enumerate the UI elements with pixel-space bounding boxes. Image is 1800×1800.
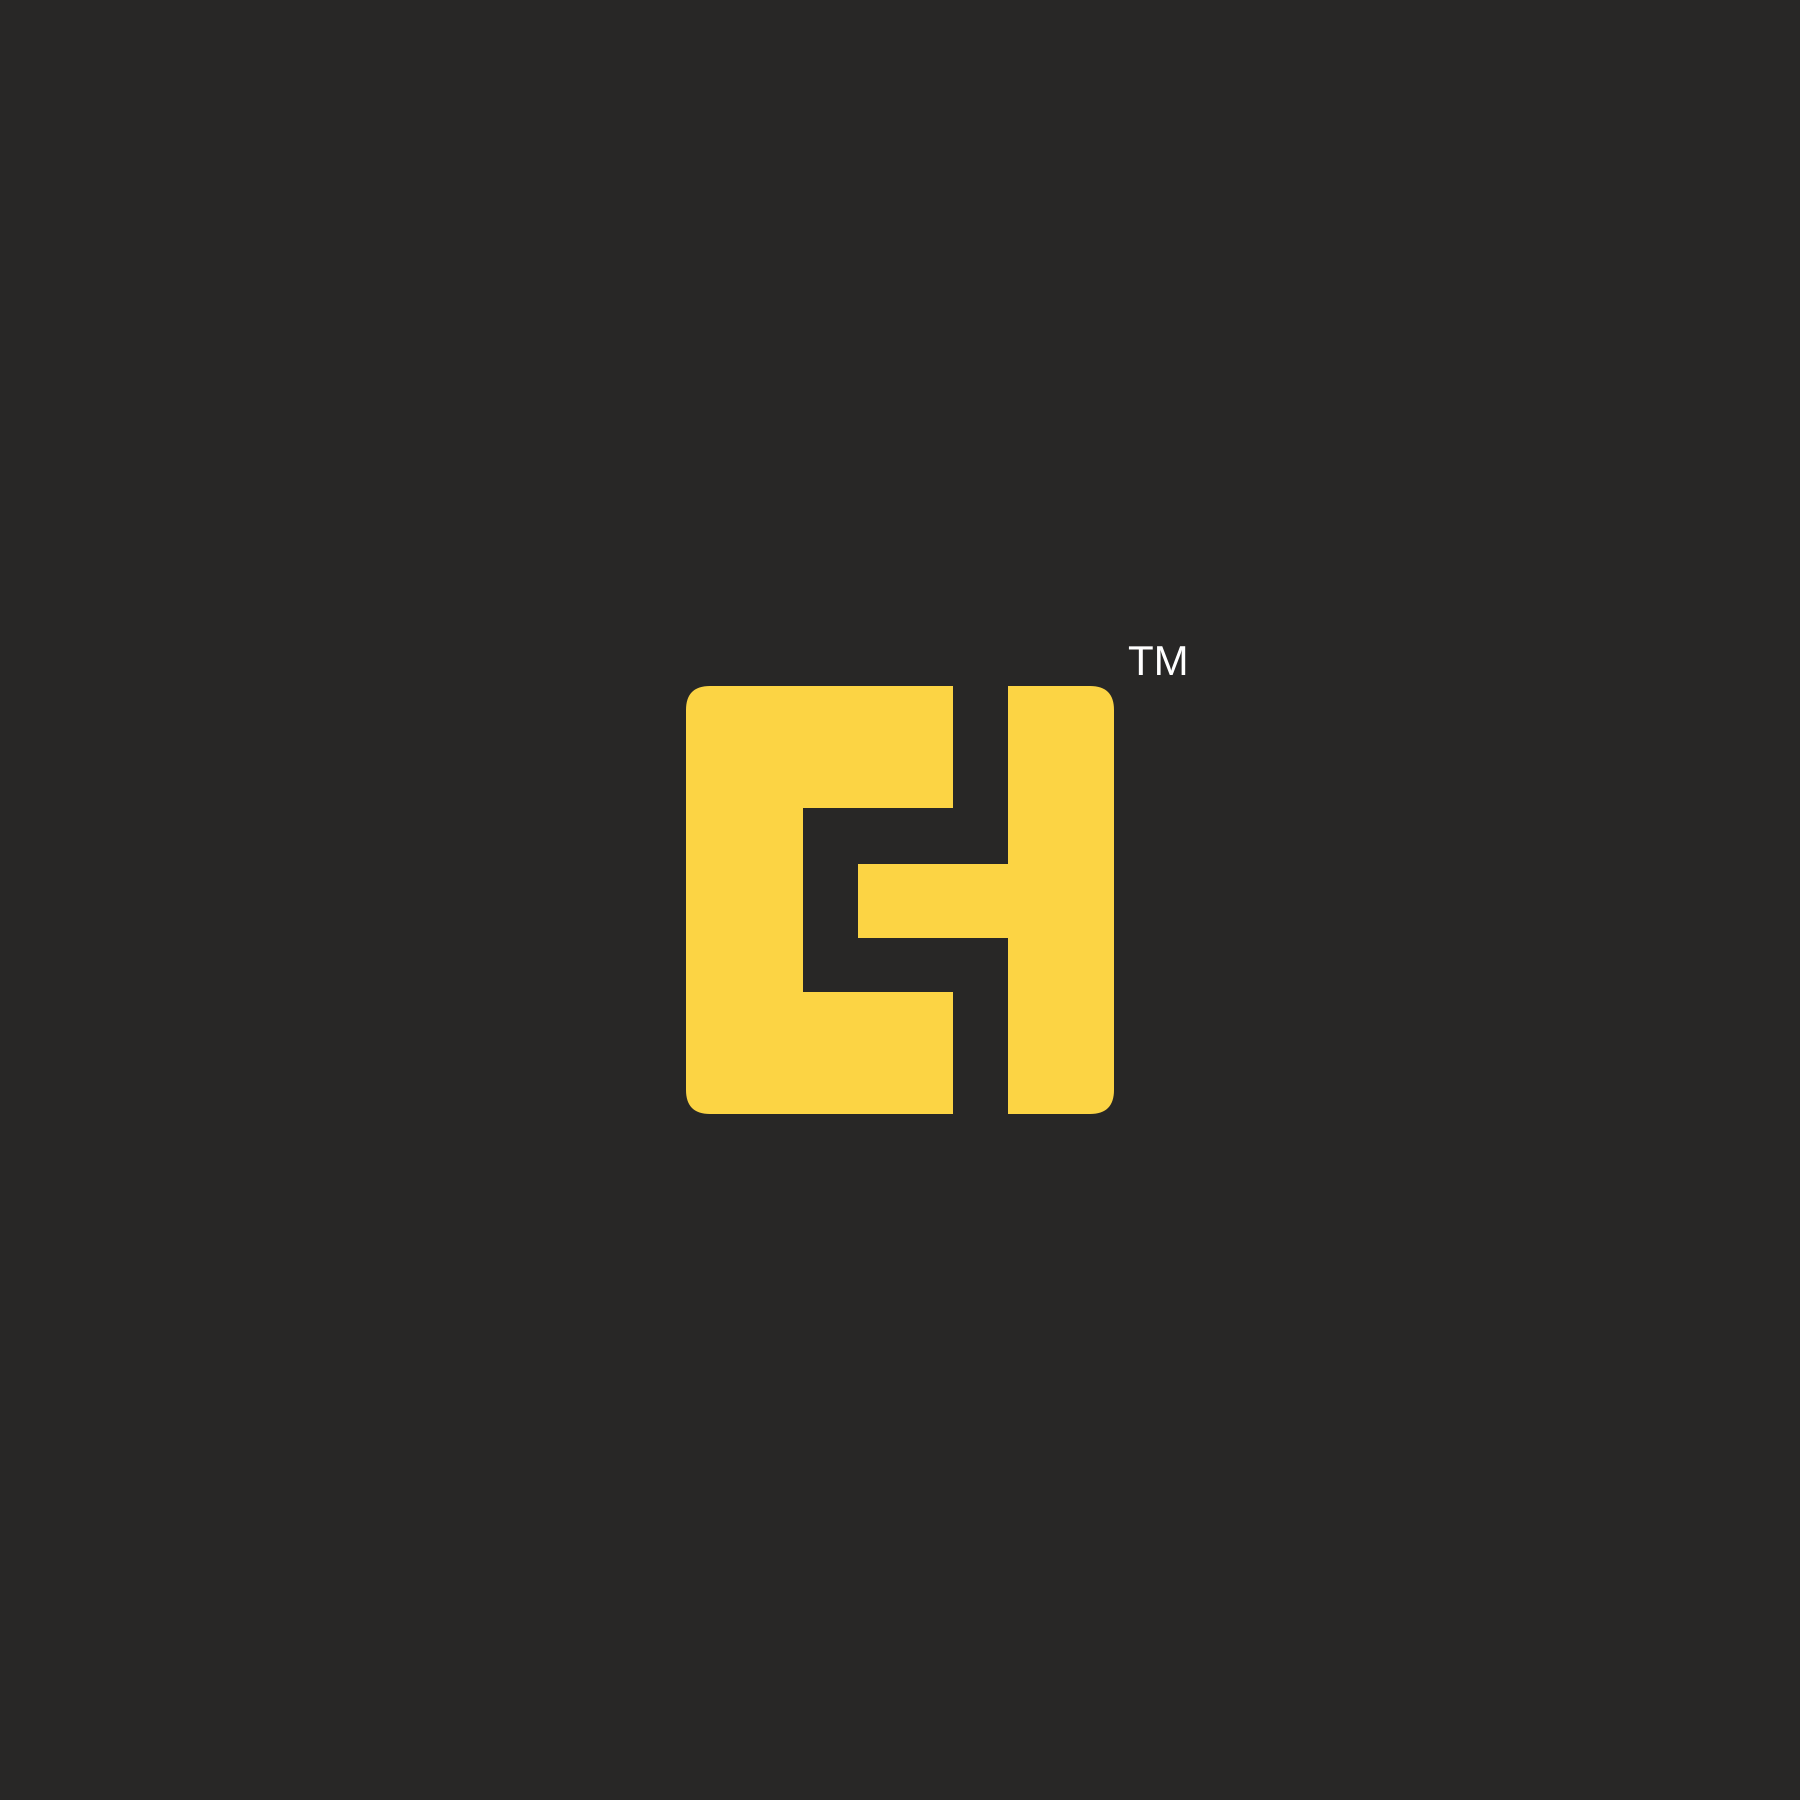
trademark-symbol: TM [1128, 637, 1189, 684]
logo-right-h-shape [858, 686, 1114, 1114]
logo-left-c-shape [686, 686, 953, 1114]
